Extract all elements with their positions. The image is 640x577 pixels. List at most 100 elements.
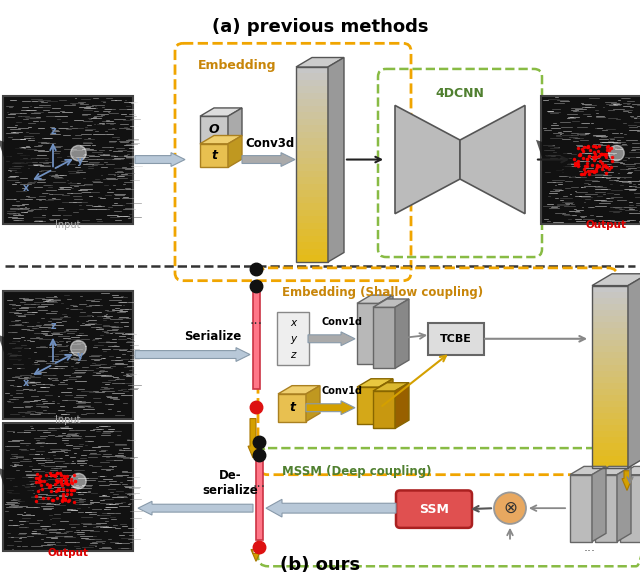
FancyArrow shape — [135, 153, 185, 166]
Text: y: y — [76, 156, 83, 166]
Polygon shape — [592, 340, 628, 347]
Polygon shape — [0, 335, 38, 374]
Polygon shape — [296, 242, 328, 249]
Polygon shape — [592, 370, 628, 377]
Polygon shape — [296, 184, 328, 191]
Polygon shape — [296, 210, 328, 217]
Text: SSM: SSM — [419, 503, 449, 516]
Polygon shape — [357, 304, 379, 365]
FancyArrow shape — [622, 471, 632, 490]
Polygon shape — [592, 304, 628, 310]
Text: Conv3d: Conv3d — [245, 137, 294, 149]
Polygon shape — [296, 138, 328, 145]
Polygon shape — [379, 295, 393, 365]
Polygon shape — [592, 444, 628, 450]
Polygon shape — [395, 383, 409, 428]
Text: (a) previous methods: (a) previous methods — [212, 18, 428, 36]
Bar — [253, 291, 260, 389]
Polygon shape — [592, 353, 628, 359]
Polygon shape — [296, 236, 328, 243]
Polygon shape — [592, 286, 628, 292]
Polygon shape — [592, 401, 628, 407]
Circle shape — [70, 473, 86, 489]
Polygon shape — [592, 395, 628, 402]
Text: Conv1d: Conv1d — [321, 317, 362, 327]
Text: y: y — [76, 351, 83, 361]
Text: Output: Output — [47, 548, 88, 557]
Polygon shape — [328, 58, 344, 262]
FancyArrow shape — [138, 501, 253, 515]
Circle shape — [70, 145, 86, 161]
Text: x: x — [23, 378, 29, 388]
Polygon shape — [296, 223, 328, 230]
Bar — [3, 424, 133, 552]
Text: z: z — [50, 126, 56, 136]
Polygon shape — [296, 87, 328, 93]
Polygon shape — [296, 249, 328, 256]
Bar — [3, 291, 133, 418]
Polygon shape — [357, 295, 393, 304]
Text: z: z — [291, 350, 296, 359]
Text: t: t — [289, 401, 295, 414]
Polygon shape — [592, 449, 628, 456]
Polygon shape — [373, 299, 409, 308]
Text: y: y — [290, 334, 296, 344]
Polygon shape — [592, 358, 628, 365]
Polygon shape — [592, 407, 628, 414]
Polygon shape — [592, 437, 628, 444]
Text: x: x — [23, 183, 29, 193]
FancyBboxPatch shape — [428, 323, 484, 354]
Polygon shape — [357, 379, 393, 387]
FancyArrow shape — [251, 549, 261, 561]
Polygon shape — [536, 140, 576, 179]
Polygon shape — [228, 136, 242, 167]
Polygon shape — [296, 204, 328, 211]
Polygon shape — [200, 144, 228, 167]
Polygon shape — [620, 475, 640, 542]
Polygon shape — [296, 230, 328, 237]
Polygon shape — [595, 466, 631, 475]
Text: ...: ... — [252, 475, 266, 489]
Polygon shape — [592, 316, 628, 323]
Bar — [3, 96, 133, 223]
Polygon shape — [296, 80, 328, 87]
Polygon shape — [379, 379, 393, 425]
Polygon shape — [296, 178, 328, 185]
FancyArrow shape — [308, 332, 355, 346]
Polygon shape — [296, 93, 328, 100]
Text: Input: Input — [55, 415, 81, 425]
Text: t: t — [211, 149, 217, 162]
Polygon shape — [296, 113, 328, 119]
Polygon shape — [200, 136, 242, 144]
Polygon shape — [617, 466, 631, 542]
Circle shape — [70, 340, 86, 356]
Polygon shape — [592, 462, 628, 469]
Text: (b) ours: (b) ours — [280, 556, 360, 575]
Text: x: x — [290, 318, 296, 328]
Polygon shape — [296, 132, 328, 139]
FancyArrow shape — [242, 153, 295, 166]
Text: z: z — [50, 321, 56, 331]
Polygon shape — [278, 385, 320, 394]
FancyArrow shape — [135, 347, 250, 361]
Polygon shape — [296, 164, 328, 171]
Text: Input: Input — [55, 220, 81, 230]
Polygon shape — [373, 308, 395, 368]
Text: TCBE: TCBE — [440, 334, 472, 344]
Polygon shape — [296, 152, 328, 159]
Polygon shape — [373, 383, 409, 391]
Polygon shape — [592, 389, 628, 395]
Polygon shape — [296, 73, 328, 80]
Polygon shape — [592, 273, 640, 286]
Polygon shape — [592, 419, 628, 426]
Polygon shape — [395, 106, 460, 213]
Polygon shape — [592, 328, 628, 335]
Polygon shape — [592, 466, 606, 542]
Polygon shape — [296, 216, 328, 223]
Polygon shape — [595, 475, 617, 542]
Text: Serialize: Serialize — [184, 329, 242, 343]
Polygon shape — [592, 456, 628, 462]
Text: 4DCNN: 4DCNN — [436, 87, 484, 100]
Polygon shape — [592, 425, 628, 432]
Polygon shape — [296, 67, 328, 74]
